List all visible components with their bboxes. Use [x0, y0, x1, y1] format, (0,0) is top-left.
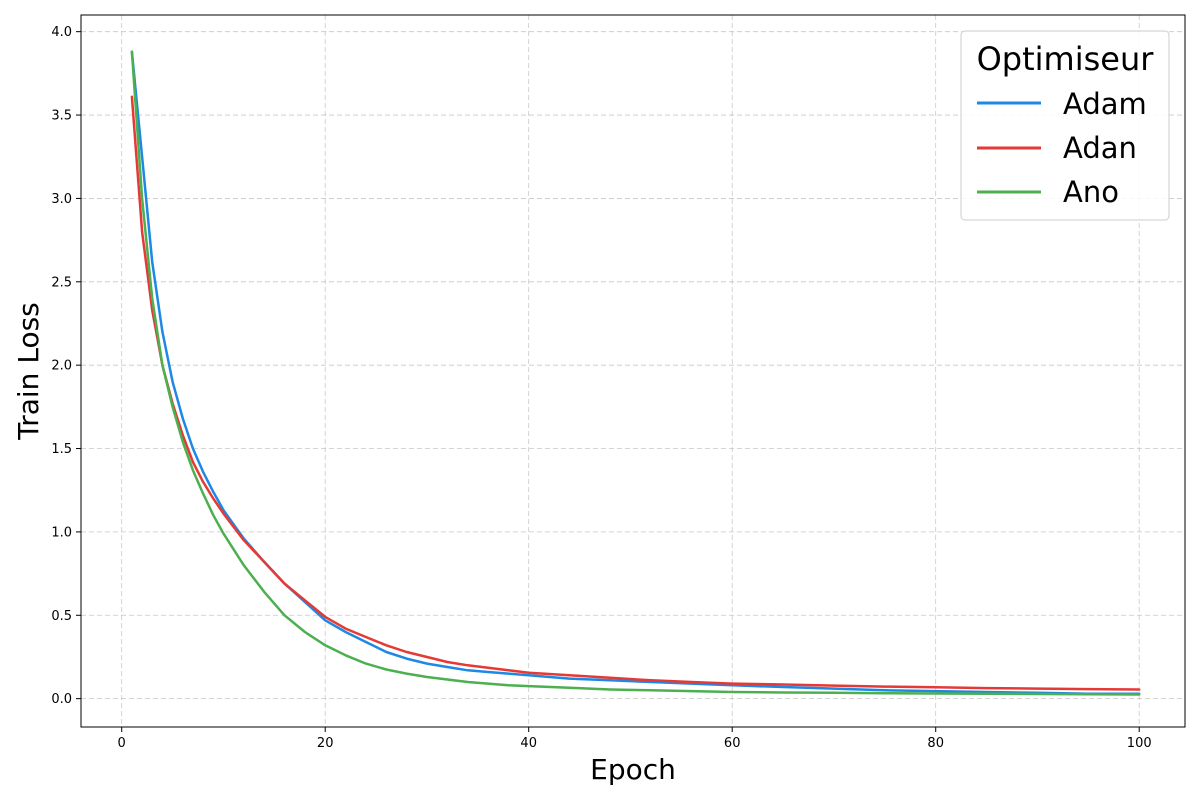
- legend-box: [960, 30, 1170, 221]
- x-axis-ticks: 0 20 40 60 80 100: [118, 727, 1152, 751]
- y-tick-label: 0.0: [51, 692, 72, 707]
- series-line-ano: [130, 50, 1141, 696]
- x-tick-label: 80: [927, 736, 944, 751]
- series-line-adan: [130, 95, 1141, 691]
- y-tick-label: 0.5: [51, 609, 72, 624]
- plot-frame: [80, 14, 1186, 728]
- y-tick-label: 1.0: [51, 525, 72, 540]
- x-tick-label: 100: [1127, 736, 1152, 751]
- y-tick-label: 4.0: [51, 25, 72, 40]
- legend-label-adam: Adam: [1063, 87, 1147, 121]
- y-tick-label: 3.0: [51, 192, 72, 207]
- series-lines: [130, 50, 1141, 696]
- series-line-adam: [130, 50, 1141, 695]
- legend-label-adan: Adan: [1063, 131, 1137, 165]
- legend-label-ano: Ano: [1063, 175, 1119, 209]
- y-tick-label: 2.5: [51, 275, 72, 290]
- x-tick-label: 60: [724, 736, 741, 751]
- y-tick-label: 3.5: [51, 109, 72, 124]
- y-axis-ticks: 0.0 0.5 1.0 1.5 2.0 2.5 3.0 3.5 4.0: [51, 25, 81, 707]
- y-tick-label: 2.0: [51, 359, 72, 374]
- y-axis-label: Train Loss: [12, 302, 45, 441]
- legend: Optimiseur Adam Adan Ano: [960, 30, 1170, 221]
- x-tick-label: 20: [317, 736, 334, 751]
- y-tick-label: 1.5: [51, 442, 72, 457]
- x-tick-label: 40: [520, 736, 537, 751]
- x-tick-label: 0: [118, 736, 126, 751]
- x-axis-label: Epoch: [590, 753, 676, 786]
- legend-title: Optimiseur: [977, 40, 1155, 78]
